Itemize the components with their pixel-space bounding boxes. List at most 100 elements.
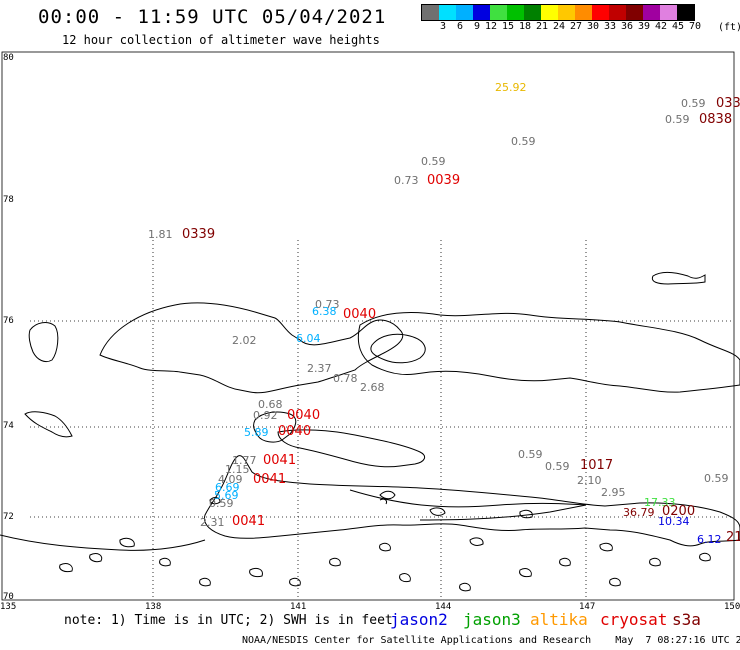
longitude-label: 147 [579,602,596,612]
legend-swatch [660,5,677,20]
legend-swatch [422,5,439,20]
wave-height-label: 10.34 [658,515,690,528]
wave-height-label: 0.59 [704,472,729,485]
wave-height-label: 0.59 [421,155,446,168]
legend-tick-label: 6 [456,21,463,32]
footer-note: note: 1) Time is in UTC; 2) SWH is in fe… [64,613,393,628]
map-frame [1,51,735,601]
wave-height-label: 0.59 [545,460,570,473]
wave-height-label: 0.59 [665,113,690,126]
legend-tick-label: 12 [484,21,497,32]
wave-height-label: 2.10 [577,474,602,487]
wave-height-label: 1.81 [148,228,173,241]
wave-height-label: 0.59 [518,448,543,461]
satellite-name: jason2 [390,610,448,629]
legend-tick-label: 39 [637,21,650,32]
legend-swatch [439,5,456,20]
wave-height-label: 0.92 [253,409,278,422]
legend-swatch [677,5,694,20]
legend-swatch [490,5,507,20]
longitude-label: 141 [290,602,307,612]
wave-height-label: 0.68 [258,398,283,411]
legend-tick-label: 36 [620,21,633,32]
wave-height-label: 4.09 [218,473,243,486]
wave-height-label: 2.02 [232,334,257,347]
wave-height-label: 0.78 [333,372,358,385]
wave-height-label: 6.04 [296,332,321,345]
observation-time-label: 0041 [263,453,297,468]
legend-tick-label: 21 [535,21,548,32]
page-subtitle: 12 hour collection of altimeter wave hei… [62,33,380,47]
observation-time-label: 0041 [253,472,287,487]
observation-time-label: 033 [716,96,740,111]
legend-swatches [421,4,695,21]
legend-tick-label: 33 [603,21,616,32]
legend-swatch [473,5,490,20]
legend-tick-label: 3 [439,21,446,32]
latitude-label: 74 [3,421,14,431]
wave-height-label: 5.69 [214,489,239,502]
legend-swatch [609,5,626,20]
wave-height-label: 17.33 [644,496,676,509]
observation-time-label: 0339 [182,227,216,242]
observation-time-label: 0040 [278,424,312,439]
wave-height-label: 0.73 [315,298,340,311]
legend-tick-label: 27 [569,21,582,32]
longitude-label: 138 [145,602,162,612]
legend-swatch [558,5,575,20]
satellite-name: cryosat [600,610,668,629]
legend-tick-label: 30 [586,21,599,32]
longitude-label: 150 [724,602,740,612]
observation-time-label: 0039 [427,173,461,188]
legend-tick-label: 45 [671,21,684,32]
observation-time-label: 0041 [232,514,266,529]
observation-time-label: 1017 [580,458,614,473]
latitude-label: 70 [3,592,14,602]
legend-swatch [575,5,592,20]
wave-height-label: 1.15 [225,463,250,476]
legend-tick-label: 9 [473,21,480,32]
wave-height-label: 2.95 [601,486,626,499]
wave-height-label: 0.59 [209,497,234,510]
observation-time-label: 0838 [699,112,733,127]
legend-tick-label: 15 [501,21,514,32]
satellite-name: s3a [672,610,701,629]
color-legend: 3 6 9 12 15 18 21 24 27 30 33 36 39 42 45 70 [421,4,701,32]
longitude-label: 144 [435,602,452,612]
wave-height-label: 2.31 [200,516,225,529]
observation-time-label: 0040 [343,307,377,322]
wave-height-label: 5.89 [244,426,269,439]
legend-unit: (ft) [718,22,740,33]
graticule [30,240,734,600]
legend-tick-label: 70 [688,21,701,32]
wave-height-label: 0.59 [511,135,536,148]
observation-time-label: 0200 [662,504,696,519]
legend-swatch [456,5,473,20]
legend-swatch [592,5,609,20]
wave-height-label: 6.69 [215,481,240,494]
wave-height-label: 25.92 [495,81,527,94]
legend-swatch [524,5,541,20]
satellite-name: jason3 [463,610,521,629]
wave-height-label: 0.73 [394,174,419,187]
satellite-name: altika [530,610,588,629]
legend-tick-label: 18 [518,21,531,32]
legend-tick-label: 24 [552,21,565,32]
legend-swatch [626,5,643,20]
wave-height-label: 6.38 [312,305,337,318]
wave-height-label: 2.68 [360,381,385,394]
footer-credit: NOAA/NESDIS Center for Satellite Applica… [242,635,740,646]
wave-height-label: 0.59 [681,97,706,110]
latitude-label: 78 [3,195,14,205]
legend-swatch [507,5,524,20]
page-title: 00:00 - 11:59 UTC 05/04/2021 [38,6,387,28]
wave-height-label: 36.79 [623,506,655,519]
legend-swatch [643,5,660,20]
observation-time-label: 21 [726,530,740,545]
legend-ticks: 3 6 9 12 15 18 21 24 27 30 33 36 39 42 45 70 [421,21,701,32]
latitude-label: 80 [3,53,14,63]
coastlines [0,271,740,592]
latitude-label: 72 [3,512,14,522]
observation-time-label: 0040 [287,408,321,423]
legend-tick-label: 42 [654,21,667,32]
